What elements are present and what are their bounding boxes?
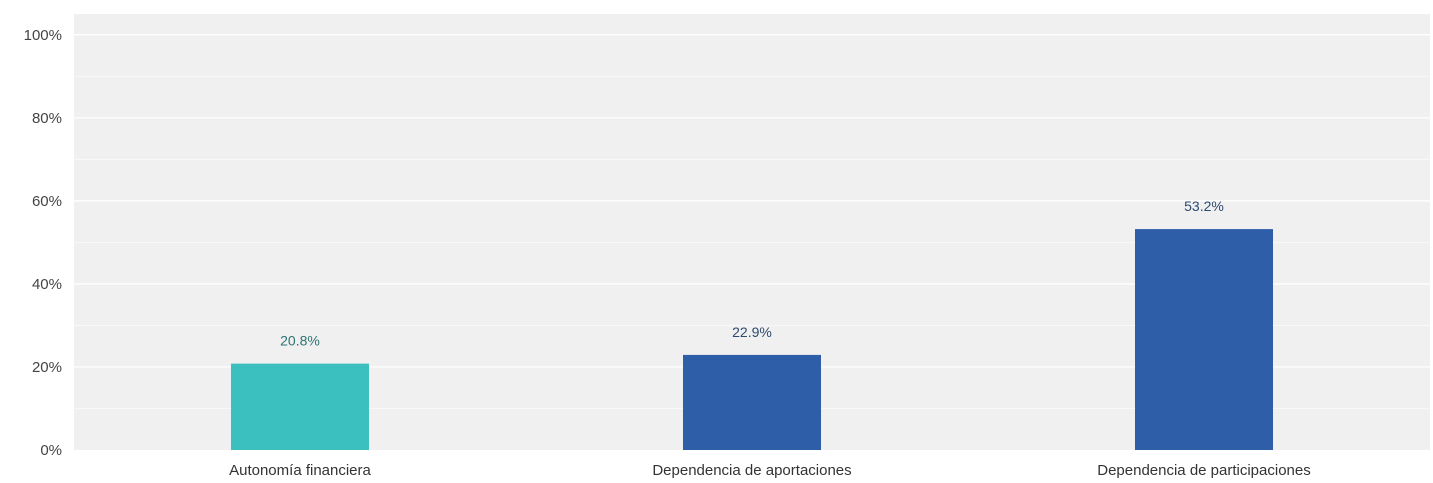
bar	[1135, 229, 1273, 450]
y-tick-label: 60%	[32, 193, 62, 210]
bar-value-label: 22.9%	[732, 324, 772, 340]
y-axis-ticks: 0% 20% 40% 60% 80% 100%	[24, 27, 62, 459]
y-tick-label: 20%	[32, 359, 62, 376]
y-tick-label: 100%	[24, 27, 62, 44]
x-category-label: Autonomía financiera	[229, 462, 371, 479]
bar-value-label: 53.2%	[1184, 198, 1224, 214]
bar	[231, 363, 369, 450]
bars	[231, 229, 1273, 450]
x-category-label: Dependencia de participaciones	[1097, 462, 1310, 479]
y-tick-label: 80%	[32, 110, 62, 127]
bar	[683, 354, 821, 450]
bar-value-label: 20.8%	[280, 333, 320, 349]
x-category-label: Dependencia de aportaciones	[652, 462, 851, 479]
x-axis-category-labels: Autonomía financiera Dependencia de aport…	[229, 462, 1311, 479]
data-labels: 20.8% 22.9% 53.2%	[280, 198, 1224, 349]
y-tick-label: 0%	[40, 442, 62, 459]
y-tick-label: 40%	[32, 276, 62, 293]
